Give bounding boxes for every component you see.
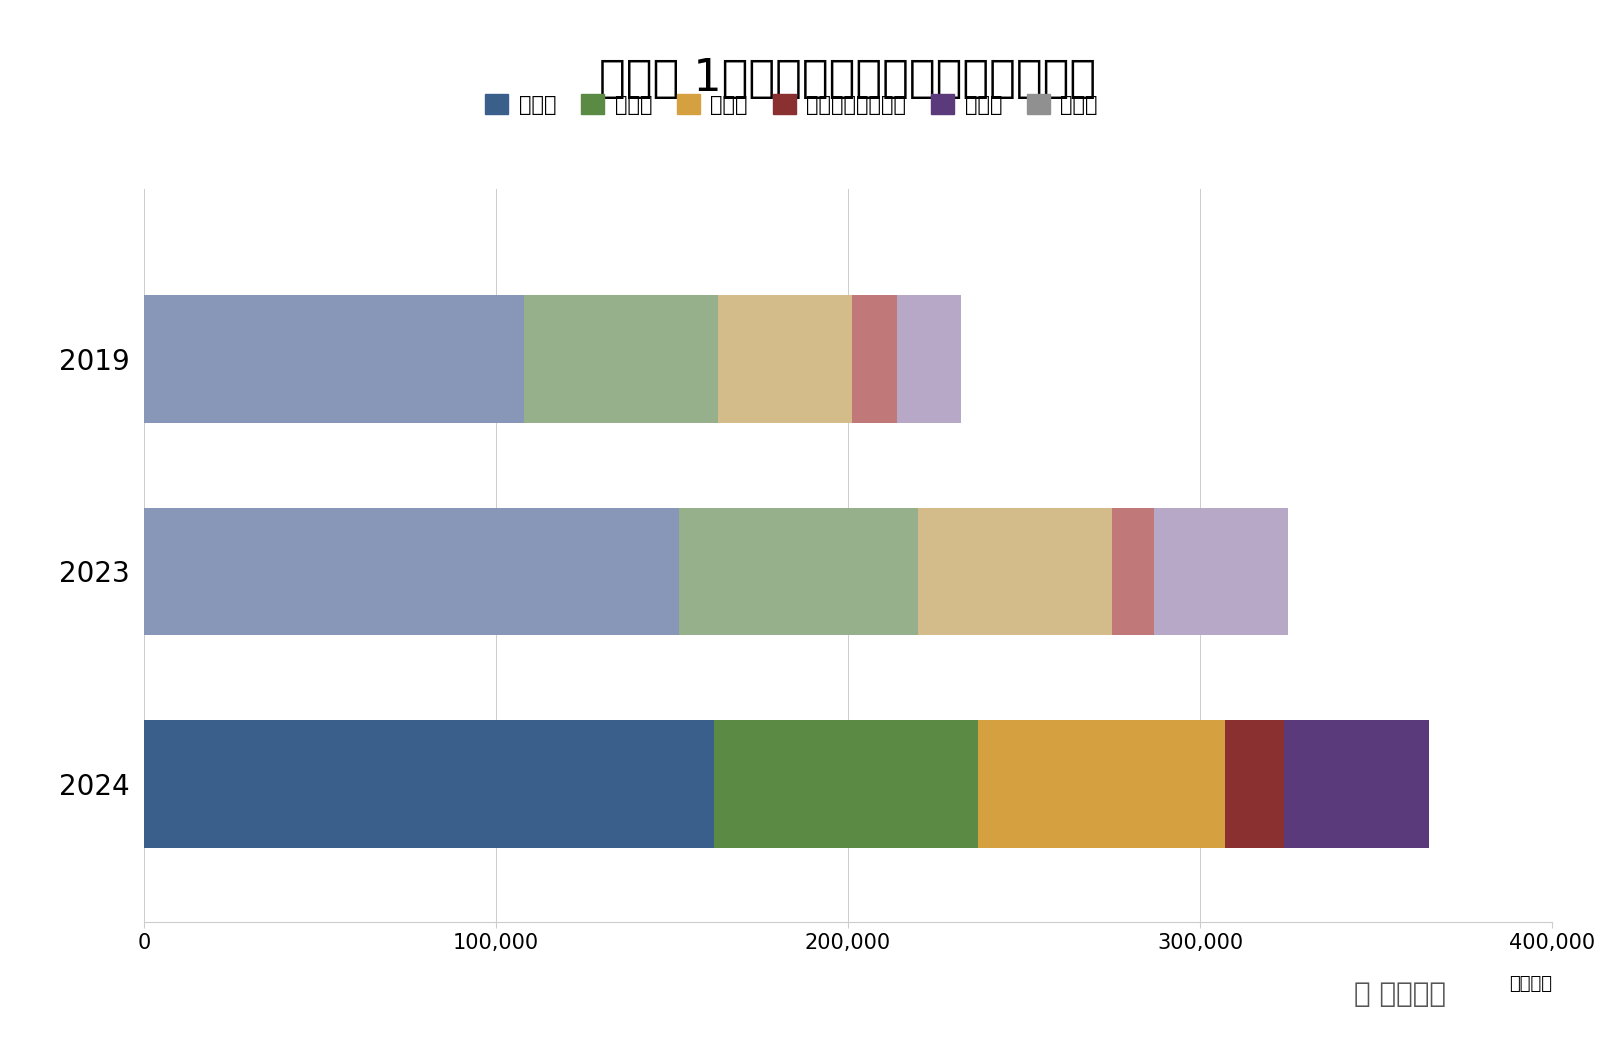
Bar [978, 720, 1224, 848]
Bar [1112, 507, 1154, 635]
Text: ⦿ 訪日ラボ: ⦿ 訪日ラボ [1354, 980, 1446, 1007]
Bar [714, 720, 978, 848]
Bar [1154, 507, 1288, 635]
Bar [144, 507, 678, 635]
Bar [678, 507, 918, 635]
Bar [718, 294, 851, 422]
Bar [525, 294, 718, 422]
Legend: 宿泊費, 飲食費, 交通費, 娯楽等サービス費, 買物代, その他: 宿泊費, 飲食費, 交通費, 娯楽等サービス費, 買物代, その他 [477, 85, 1106, 123]
Bar [144, 720, 714, 848]
Bar [918, 507, 1112, 635]
Bar [851, 294, 898, 422]
Text: （万円）: （万円） [1509, 975, 1552, 994]
Bar [1285, 720, 1429, 848]
Bar [144, 294, 525, 422]
Title: 費目別 1人当たり訪日フランス人消費額: 費目別 1人当たり訪日フランス人消費額 [600, 58, 1096, 101]
Bar [898, 294, 960, 422]
Bar [1224, 720, 1285, 848]
